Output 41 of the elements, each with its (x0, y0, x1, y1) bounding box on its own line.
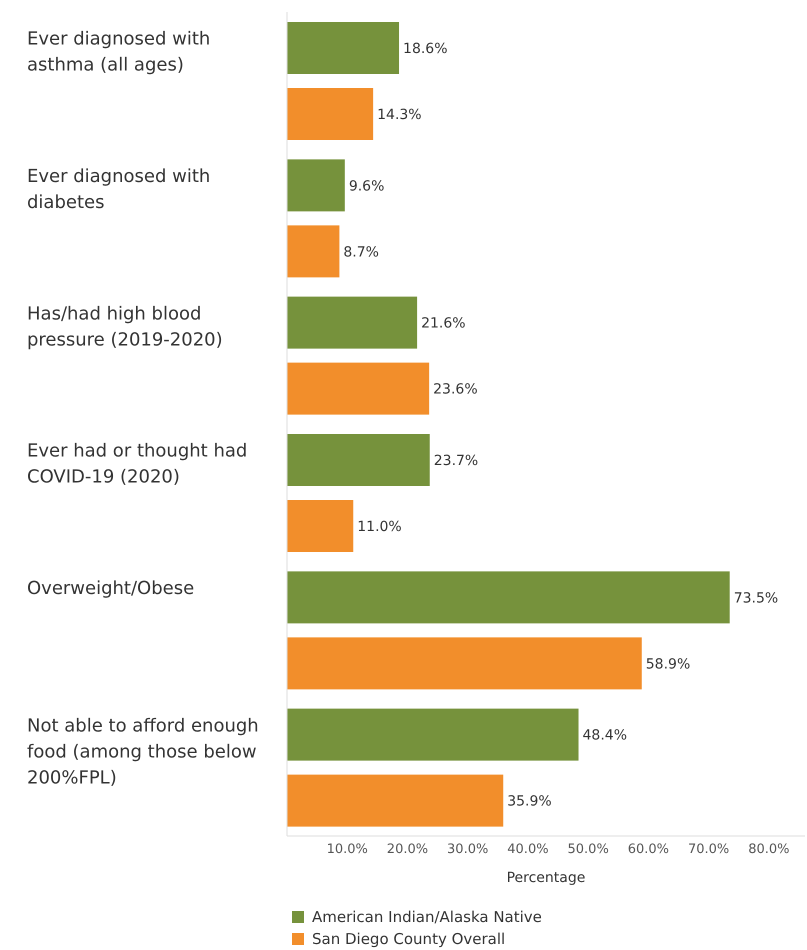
data-label: 14.3% (377, 107, 422, 123)
x-tick-label: 30.0% (447, 842, 488, 858)
y-tick-label: Ever had or thought had COVID-19 (2020) (27, 440, 248, 488)
legend-label: American Indian/Alaska Native (312, 907, 542, 928)
bar (287, 500, 354, 552)
x-tick-label: 60.0% (628, 842, 670, 858)
data-label: 9.6% (348, 178, 384, 194)
data-label: 11.0% (357, 519, 402, 535)
bar (287, 362, 430, 415)
x-tick-label: 80.0% (748, 842, 790, 858)
y-tick-label: Not able to afford enough food (among those below 200%FPL) (27, 715, 259, 788)
x-tick-label: 70.0% (688, 842, 730, 858)
bar (287, 571, 730, 624)
bar (287, 637, 642, 690)
x-tick-label: 20.0% (386, 842, 428, 858)
data-label: 35.9% (507, 794, 552, 810)
bar (287, 296, 418, 349)
x-tick-label: 10.0% (326, 842, 368, 858)
data-label: 48.4% (582, 728, 628, 744)
data-label: 73.5% (734, 590, 778, 606)
data-label: 23.7% (434, 453, 478, 469)
bar (287, 225, 340, 278)
data-label: 58.9% (646, 656, 690, 672)
x-axis-title: Percentage (506, 870, 586, 886)
y-tick-label: Has/had high blood pressure (2019-2020) (27, 303, 223, 350)
data-label: 8.7% (343, 244, 379, 260)
data-label: 18.6% (403, 41, 448, 57)
y-tick-label: Ever diagnosed with asthma (all ages) (27, 28, 210, 76)
x-tick-label: 50.0% (568, 842, 609, 858)
bar (287, 774, 504, 827)
x-tick-label: 40.0% (507, 842, 549, 858)
bar (287, 434, 430, 486)
bar (287, 22, 400, 74)
y-tick-label: Overweight/Obese (27, 578, 194, 599)
y-tick-label: Ever diagnosed with diabetes (27, 166, 210, 213)
bar (287, 159, 345, 212)
data-label: 23.6% (433, 382, 478, 398)
legend-label: San Diego County Overall (312, 929, 506, 950)
bar (287, 88, 374, 140)
data-label: 21.6% (421, 316, 466, 332)
bar (287, 708, 579, 761)
